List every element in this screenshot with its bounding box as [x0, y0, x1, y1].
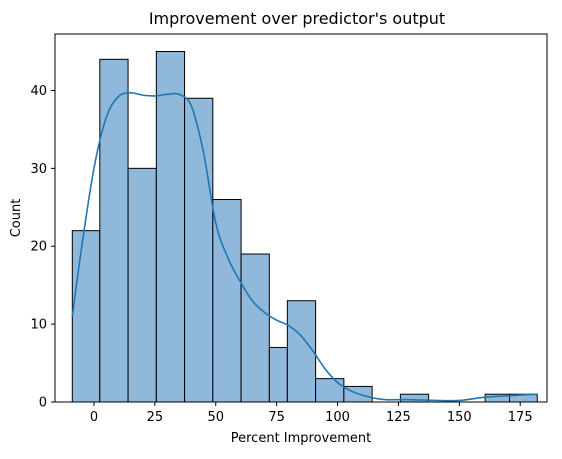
- x-tick-label-7: 175: [508, 410, 533, 425]
- histogram-bar-9: [315, 378, 345, 403]
- histogram-bar-6: [240, 253, 270, 403]
- histogram-bar-0: [71, 230, 101, 403]
- histogram-bar-7: [268, 346, 288, 403]
- y-tick-label-1: 10: [30, 318, 47, 333]
- y-tick-label-3: 30: [30, 162, 47, 177]
- x-tick-label-5: 125: [386, 410, 411, 425]
- axes-frame: [54, 33, 548, 403]
- histogram-bar-1: [99, 58, 129, 403]
- histogram-bar-8: [286, 300, 317, 403]
- chart-title: Improvement over predictor's output: [149, 9, 445, 28]
- x-axis-ticks: 0 25 50 75 100 125 150 175: [90, 402, 533, 425]
- y-tick-label-4: 40: [30, 84, 47, 99]
- x-tick-label-2: 50: [207, 410, 224, 425]
- y-tick-label-0: 0: [39, 396, 47, 411]
- y-axis-label: Count: [9, 199, 24, 238]
- x-tick-label-1: 25: [147, 410, 164, 425]
- x-tick-label-3: 75: [268, 410, 285, 425]
- x-tick-label-4: 100: [325, 410, 350, 425]
- x-axis-label: Percent Improvement: [231, 431, 372, 446]
- histogram-bar-5: [212, 199, 242, 403]
- histogram-bar-3: [155, 51, 186, 403]
- kde-density-line: [71, 92, 538, 402]
- y-axis-ticks: 0 10 20 30 40: [30, 84, 55, 411]
- kde-layer: [71, 92, 538, 402]
- bars-layer: [71, 51, 538, 403]
- y-tick-label-2: 20: [30, 240, 47, 255]
- histogram-bar-2: [127, 167, 157, 403]
- x-tick-label-6: 150: [447, 410, 472, 425]
- histogram-bar-4: [184, 97, 214, 403]
- x-tick-label-0: 0: [90, 410, 98, 425]
